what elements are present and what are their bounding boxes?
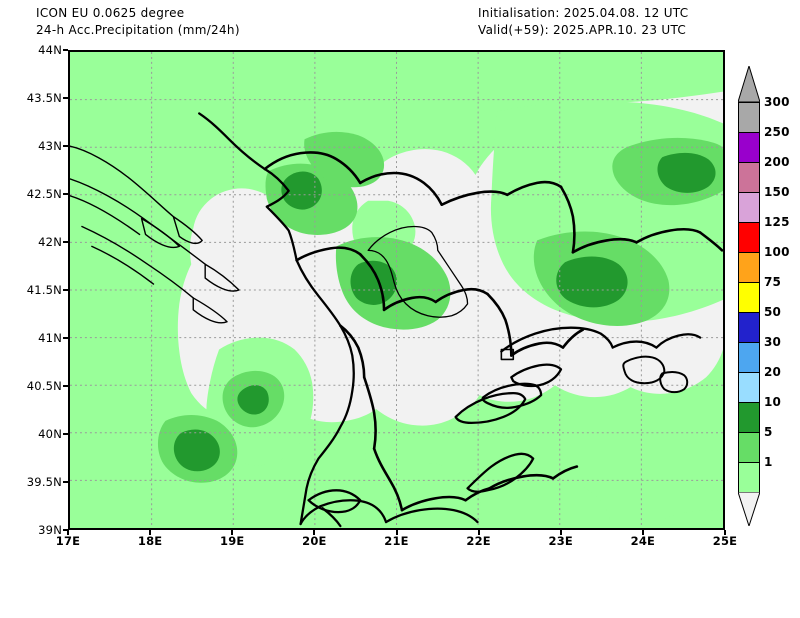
colorbar-bands [738,102,760,493]
y-tick-label: 41N [38,331,62,345]
colorbar-tick-label: 200 [764,155,790,169]
y-tick-mark [63,481,68,483]
colorbar-band [739,403,759,433]
x-tick-label: 22E [466,534,491,548]
y-tick-mark [63,49,68,51]
colorbar-band [739,343,759,373]
precip-band-5-10mm-nw [304,131,385,188]
x-tick-label: 20E [302,534,327,548]
valid-time-label: Valid(+59): 2025.APR.10. 23 UTC [478,23,687,37]
colorbar-band [739,223,759,253]
colorbar-band [739,283,759,313]
precip-patch-aegean-d [661,510,723,528]
model-name-label: ICON EU 0.0625 degree [36,6,185,20]
y-tick-mark [63,529,68,531]
header-right-block: Initialisation: 2025.04.08. 12 UTC Valid(… [478,5,688,39]
precip-core-10-20mm-bosnia [281,171,322,210]
x-tick-label: 25E [712,534,738,548]
y-tick-mark [63,433,68,435]
y-tick-label: 40.5N [26,379,62,393]
x-tick-mark [313,530,316,535]
colorbar-tick-label: 30 [764,335,782,349]
y-tick-mark [63,193,68,195]
colorbar-band [739,463,759,493]
colorbar-band [739,313,759,343]
colorbar-band [739,193,759,223]
colorbar-tick-label: 5 [764,425,773,439]
x-tick-label: 19E [220,534,245,548]
colorbar[interactable]: 1 5 10 20 30 50 75 100 125 150 200 250 300 [736,66,789,526]
y-tick-label: 42.5N [26,187,62,201]
colorbar-band [739,163,759,193]
x-tick-mark [231,530,234,535]
x-tick-mark [477,530,480,535]
precip-core-10-20mm-kosovo [350,260,397,305]
colorbar-tick-label: 150 [764,185,790,199]
colorbar-band [739,373,759,403]
colorbar-above-max-arrow [738,66,760,102]
colorbar-tick-label: 100 [764,245,790,259]
precip-patch-aegean-c [479,476,611,528]
y-tick-label: 43N [38,139,62,153]
precip-core-10-20mm-albania [237,385,269,415]
colorbar-tick-label: 20 [764,365,782,379]
colorbar-band [739,253,759,283]
x-tick-label: 17E [55,534,81,548]
x-tick-label: 18E [137,534,163,548]
colorbar-tick-label: 250 [764,125,790,139]
colorbar-tick-label: 125 [764,215,790,229]
precip-core-10-20mm-sw [173,429,220,472]
colorbar-tick-label: 10 [764,395,782,409]
y-tick-label: 43.5N [26,91,62,105]
precip-core-10-20mm-ne [657,152,716,193]
x-tick-mark [559,530,562,535]
y-tick-label: 39N [38,523,62,537]
colorbar-band [739,133,759,163]
header-left-block: ICON EU 0.0625 degree 24-h Acc.Precipitat… [36,5,240,39]
y-tick-mark [63,385,68,387]
y-tick-label: 39.5N [26,475,62,489]
product-name-label: 24-h Acc.Precipitation (mm/24h) [36,23,240,37]
y-tick-mark [63,241,68,243]
x-tick-label: 23E [548,534,573,548]
y-tick-mark [63,337,68,339]
colorbar-below-min-arrow [738,492,760,526]
y-tick-mark [63,97,68,99]
initialisation-label: Initialisation: 2025.04.08. 12 UTC [478,6,689,20]
colorbar-tick-label: 50 [764,305,782,319]
x-tick-mark [149,530,152,535]
x-tick-mark [395,530,398,535]
x-tick-mark [641,530,644,535]
y-tick-mark [63,145,68,147]
x-tick-label: 21E [384,534,409,548]
colorbar-band [739,103,759,133]
coastlines-and-borders [70,112,723,528]
colorbar-tick-label: 1 [764,455,773,469]
precip-core-10-20mm-east [556,256,628,308]
y-tick-label: 40N [38,427,62,441]
y-tick-label: 44N [38,43,62,57]
x-tick-mark [67,530,69,535]
y-tick-label: 42N [38,235,62,249]
y-tick-mark [63,289,68,291]
x-tick-mark [724,530,726,535]
colorbar-band [739,433,759,463]
y-tick-label: 41.5N [26,283,62,297]
colorbar-tick-label: 75 [764,275,782,289]
colorbar-tick-label: 300 [764,95,790,109]
x-tick-label: 24E [630,534,656,548]
precipitation-map-plot[interactable] [68,50,725,530]
